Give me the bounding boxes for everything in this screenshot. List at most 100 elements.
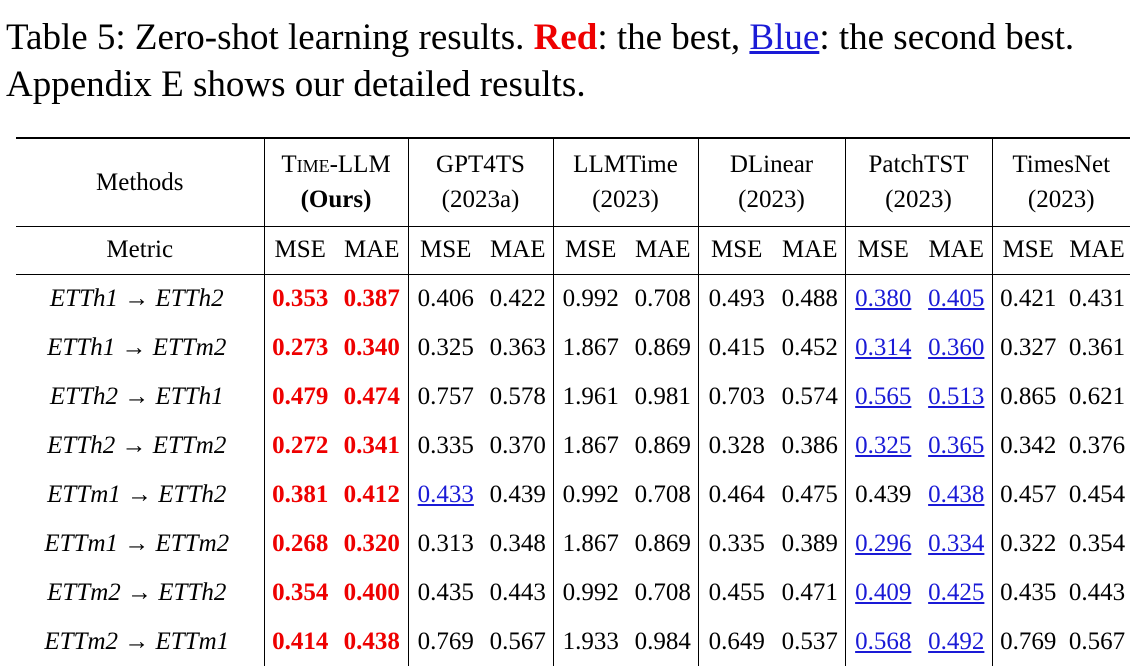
value-cell: 0.370 — [483, 421, 553, 470]
value-text: 0.537 — [781, 627, 838, 655]
value-cell: 0.454 — [1064, 470, 1130, 519]
value-text: 0.335 — [417, 431, 474, 459]
task-cell: ETTh2 → ETTm2 — [47, 431, 227, 459]
value-cell: 0.363 — [483, 323, 553, 372]
value-cell: 0.406 — [407, 273, 483, 323]
value-text: 0.455 — [708, 578, 765, 606]
value-text: 0.353 — [272, 284, 329, 312]
value-cell: 0.354 — [263, 568, 336, 617]
table-row: ETTm2 → ETTh2 0.354 0.400 0.435 0.443 0.992 0.… — [16, 568, 1130, 617]
value-text: 0.474 — [343, 382, 400, 410]
value-text: 0.268 — [272, 529, 329, 557]
value-cell: 0.574 — [775, 372, 845, 421]
metric-label: MSE — [263, 225, 336, 274]
value-cell: 1.867 — [552, 323, 628, 372]
model-header: TimesNet (2023) — [991, 137, 1130, 226]
task-cell: ETTm1 → ETTh2 — [47, 480, 227, 508]
value-cell: 0.621 — [1064, 372, 1130, 421]
value-cell: 0.493 — [697, 273, 775, 323]
model-sub: (2023) — [592, 186, 659, 214]
value-cell: 0.439 — [483, 470, 553, 519]
value-text: 0.409 — [855, 578, 912, 606]
value-cell: 0.421 — [991, 273, 1064, 323]
metric-label: MAE — [628, 225, 698, 274]
value-cell: 0.567 — [1064, 617, 1130, 666]
value-cell: 0.389 — [775, 519, 845, 568]
caption-suffix: : the second best. Appendix E shows our … — [6, 17, 1075, 105]
results-table: Methods Time-LLM (Ours) GPT4TS (2023a) L… — [16, 137, 1130, 666]
value-cell: 0.475 — [775, 470, 845, 519]
value-text: 0.568 — [855, 627, 912, 655]
table-row: ETTh1 → ETTh2 0.353 0.387 0.406 0.422 0.992 0.… — [16, 273, 1130, 323]
value-text: 0.454 — [1068, 480, 1126, 508]
value-text: 0.425 — [928, 578, 985, 606]
value-cell: 0.335 — [407, 421, 483, 470]
value-text: 0.335 — [708, 529, 765, 557]
model-sub: (Ours) — [300, 186, 372, 214]
value-cell: 0.865 — [991, 372, 1064, 421]
task-cell: ETTh2 → ETTh1 — [49, 382, 224, 410]
value-cell: 0.313 — [407, 519, 483, 568]
value-text: 0.493 — [708, 284, 765, 312]
model-header: Time-LLM (Ours) — [263, 137, 408, 226]
value-text: 0.320 — [343, 529, 400, 557]
model-header: DLinear (2023) — [697, 137, 845, 226]
value-cell: 0.488 — [775, 273, 845, 323]
value-text: 0.649 — [708, 627, 765, 655]
value-text: 0.273 — [272, 333, 329, 361]
value-text: 0.492 — [928, 627, 985, 655]
value-text: 0.405 — [928, 284, 985, 312]
value-cell: 0.471 — [775, 568, 845, 617]
value-text: 0.865 — [1000, 382, 1057, 410]
value-cell: 0.380 — [844, 273, 921, 323]
value-cell: 0.443 — [483, 568, 553, 617]
value-cell: 0.422 — [483, 273, 553, 323]
value-cell: 0.376 — [1064, 421, 1130, 470]
value-text: 1.933 — [562, 627, 619, 655]
value-text: 0.314 — [855, 333, 912, 361]
value-cell: 0.360 — [921, 323, 992, 372]
model-sub: (2023) — [738, 186, 805, 214]
value-cell: 0.703 — [697, 372, 775, 421]
value-cell: 0.455 — [697, 568, 775, 617]
value-text: 0.340 — [343, 333, 400, 361]
value-text: 0.354 — [272, 578, 329, 606]
caption-blue-label: Blue — [749, 17, 820, 58]
value-cell: 0.325 — [844, 421, 921, 470]
metric-label: MSE — [407, 225, 483, 274]
table-row: ETTm2 → ETTm1 0.414 0.438 0.769 0.567 1.933 0.… — [16, 617, 1130, 666]
metric-header: Metric — [16, 225, 264, 274]
value-cell: 0.757 — [407, 372, 483, 421]
value-text: 0.565 — [855, 382, 912, 410]
value-text: 0.439 — [489, 480, 546, 508]
value-text: 0.981 — [634, 382, 691, 410]
caption-mid: : the best, — [597, 17, 741, 58]
value-text: 1.961 — [562, 382, 619, 410]
value-text: 0.386 — [781, 431, 838, 459]
caption-prefix: Table 5: Zero-shot learning results. — [6, 17, 525, 58]
value-text: 0.431 — [1068, 284, 1126, 312]
value-text: 0.475 — [781, 480, 838, 508]
task-cell: ETTh1 → ETTh2 — [16, 273, 264, 323]
value-text: 0.376 — [1068, 431, 1126, 459]
value-text: 0.387 — [343, 284, 400, 312]
value-cell: 1.961 — [552, 372, 628, 421]
model-name: PatchTST — [868, 151, 969, 179]
value-cell: 0.869 — [628, 519, 698, 568]
value-cell: 0.435 — [991, 568, 1064, 617]
value-text: 0.363 — [489, 333, 546, 361]
value-text: 0.361 — [1068, 333, 1126, 361]
value-cell: 1.867 — [552, 421, 628, 470]
value-cell: 0.354 — [1064, 519, 1130, 568]
value-cell: 0.708 — [628, 273, 698, 323]
value-cell: 0.412 — [336, 470, 408, 519]
model-name: DLinear — [729, 151, 814, 179]
task-cell: ETTm1 → ETTm2 — [44, 529, 230, 557]
metric-label: MSE — [552, 225, 628, 274]
value-cell: 0.361 — [1064, 323, 1130, 372]
value-text: 0.435 — [1000, 578, 1057, 606]
value-text: 0.757 — [417, 382, 474, 410]
value-cell: 0.341 — [336, 421, 408, 470]
value-text: 0.769 — [417, 627, 474, 655]
value-cell: 0.348 — [483, 519, 553, 568]
